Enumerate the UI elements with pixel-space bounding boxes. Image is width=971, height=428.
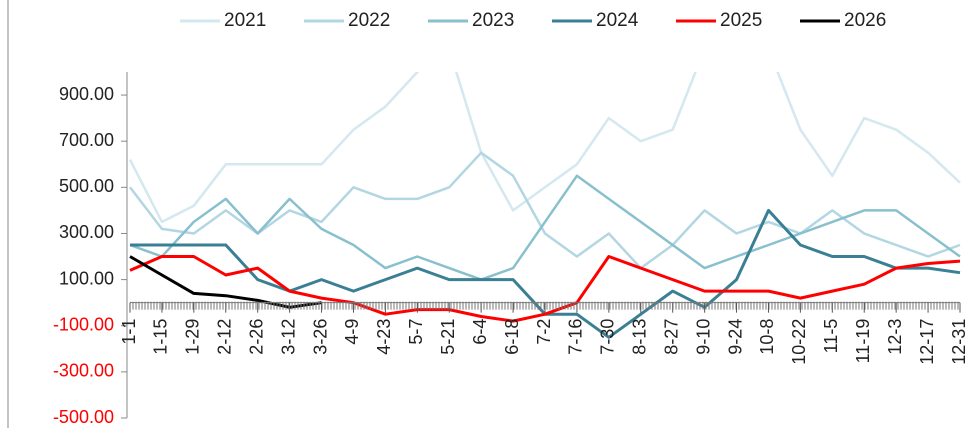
x-tick-label: 8-13 (630, 319, 650, 355)
x-tick-label: 10-22 (789, 319, 809, 365)
series-line (128, 72, 961, 224)
y-tick-label: -500.00 (53, 407, 114, 427)
series-line (129, 255, 322, 309)
y-tick-label: 300.00 (59, 222, 114, 242)
legend-label: 2021 (224, 10, 266, 31)
x-tick-label: 2-12 (215, 319, 235, 355)
x-tick-label: 5-21 (438, 319, 458, 355)
x-tick-label: 10-8 (757, 319, 777, 355)
y-tick-label: 700.00 (59, 130, 114, 150)
x-tick-label: 4-9 (342, 319, 362, 345)
x-tick-label: 7-30 (598, 319, 618, 355)
x-tick-label: 7-16 (566, 319, 586, 355)
x-tick-label: 11-5 (821, 319, 841, 354)
x-tick-label: 4-23 (374, 319, 394, 355)
x-tick-label: 7-2 (534, 319, 554, 345)
series-line (129, 151, 961, 270)
x-tick-label: 6-18 (502, 319, 522, 355)
x-tick-label: 6-4 (470, 319, 490, 345)
x-tick-label: 2-26 (246, 319, 266, 355)
legend-label: 2025 (720, 10, 762, 31)
series-line (129, 174, 961, 281)
x-tick-label: 12-17 (917, 319, 937, 365)
x-tick-label: 1-29 (183, 319, 203, 355)
x-tick-label: 1-15 (151, 319, 171, 355)
y-tick-label: -300.00 (53, 361, 114, 381)
x-tick-label: 12-31 (949, 319, 969, 365)
y-tick-label: 100.00 (59, 268, 114, 288)
x-tick-label: 8-27 (661, 319, 681, 355)
y-tick-label: -100.00 (53, 314, 114, 334)
y-tick-label: 500.00 (59, 176, 114, 196)
x-tick-label: 3-26 (310, 319, 330, 355)
legend-label: 2023 (472, 10, 514, 31)
series-line (129, 255, 961, 323)
x-tick-label: 3-12 (278, 319, 298, 355)
x-tick-label: 9-10 (693, 319, 713, 355)
x-tick-label: 5-7 (406, 319, 426, 345)
legend-label: 2022 (348, 10, 390, 31)
x-tick-label: 12-3 (885, 319, 905, 355)
plot-area (128, 72, 961, 339)
legend-label: 2024 (596, 10, 639, 31)
x-tick-label: 9-24 (725, 319, 745, 355)
legend-label: 2026 (844, 10, 886, 31)
y-tick-label: 900.00 (59, 84, 114, 104)
x-tick-label: 1-1 (119, 319, 139, 345)
x-tick-label: 11-19 (853, 319, 873, 364)
